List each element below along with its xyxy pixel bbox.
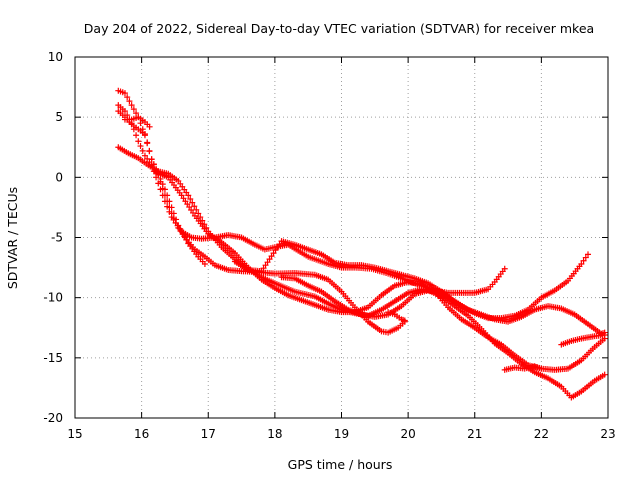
grid [75,57,608,418]
data-point [191,203,198,210]
series-track-9 [558,331,608,348]
x-tick-label: 19 [334,427,349,441]
x-tick-label: 16 [134,427,149,441]
data-point [146,147,153,154]
data-point [197,214,204,221]
data-point [580,257,587,264]
data-point [266,256,273,263]
data-point [155,180,162,187]
y-tick-label: 10 [48,50,63,64]
y-tick-label: -15 [43,351,63,365]
ticks: 15 16 17 18 19 20 21 22 23 -20 -15 -10 -5 0 5 10 [43,50,615,441]
data-point [121,108,128,115]
data-point [148,156,155,163]
data-point [124,94,131,101]
data-point [183,236,190,243]
data-point [175,222,182,229]
data-point [601,371,608,378]
data-point [166,198,173,205]
data-point [189,199,196,206]
y-tick-label: -20 [43,411,63,425]
series-track-3 [115,108,208,267]
y-tick-label: -5 [51,231,63,245]
data-point [166,208,173,215]
data-point [164,192,171,199]
data-point [157,175,164,182]
series-track-4 [115,144,592,322]
data-point [168,204,175,211]
data-layer [115,87,608,401]
y-tick-label: 0 [55,170,63,184]
series-track-11 [501,363,545,373]
data-point [141,131,148,138]
data-point [161,186,168,193]
data-point [276,241,283,248]
data-point [185,192,192,199]
data-point [170,210,177,217]
data-point [126,98,133,105]
data-point [260,265,267,272]
data-point [128,102,135,109]
data-point [159,181,166,188]
data-point [268,253,275,260]
data-point [177,226,184,233]
data-point [501,265,508,272]
data-point [538,365,545,372]
data-point [272,247,279,254]
data-point [195,210,202,217]
data-point [262,262,269,269]
data-point [130,106,137,113]
data-point [258,268,265,275]
data-point [153,174,160,181]
data-point [135,138,142,145]
data-point [582,254,589,261]
data-point [133,132,140,139]
data-point [144,139,151,146]
x-tick-label: 17 [201,427,216,441]
data-point [121,90,128,97]
x-tick-label: 18 [267,427,282,441]
data-point [146,123,153,130]
data-point [585,251,592,258]
series-track-1 [115,87,408,336]
data-point [137,143,144,150]
x-axis-label: GPS time / hours [288,457,393,472]
data-point [274,244,281,251]
data-point [181,233,188,240]
series-track-10 [385,309,408,324]
series-track-6 [231,238,608,337]
x-tick-label: 23 [600,427,615,441]
series-track-2 [115,102,508,296]
series-track-7 [278,274,608,401]
data-point [164,203,171,210]
data-point [139,147,146,154]
data-point [264,259,271,266]
data-point [173,216,180,223]
data-point [193,206,200,213]
data-point [187,195,194,202]
series-track-8 [121,114,153,130]
data-point [270,250,277,257]
x-tick-label: 20 [400,427,415,441]
data-point [601,331,608,338]
chart-title: Day 204 of 2022, Sidereal Day-to-day VTE… [84,21,594,36]
data-point [578,260,585,267]
x-tick-label: 22 [534,427,549,441]
data-point [141,152,148,159]
x-tick-label: 21 [467,427,482,441]
x-tick-label: 15 [67,427,82,441]
y-tick-label: 5 [55,110,63,124]
data-point [179,229,186,236]
y-axis-label: SDTVAR / TECUs [5,187,20,289]
data-point [401,317,408,324]
data-point [201,260,208,267]
y-tick-label: -10 [43,291,63,305]
